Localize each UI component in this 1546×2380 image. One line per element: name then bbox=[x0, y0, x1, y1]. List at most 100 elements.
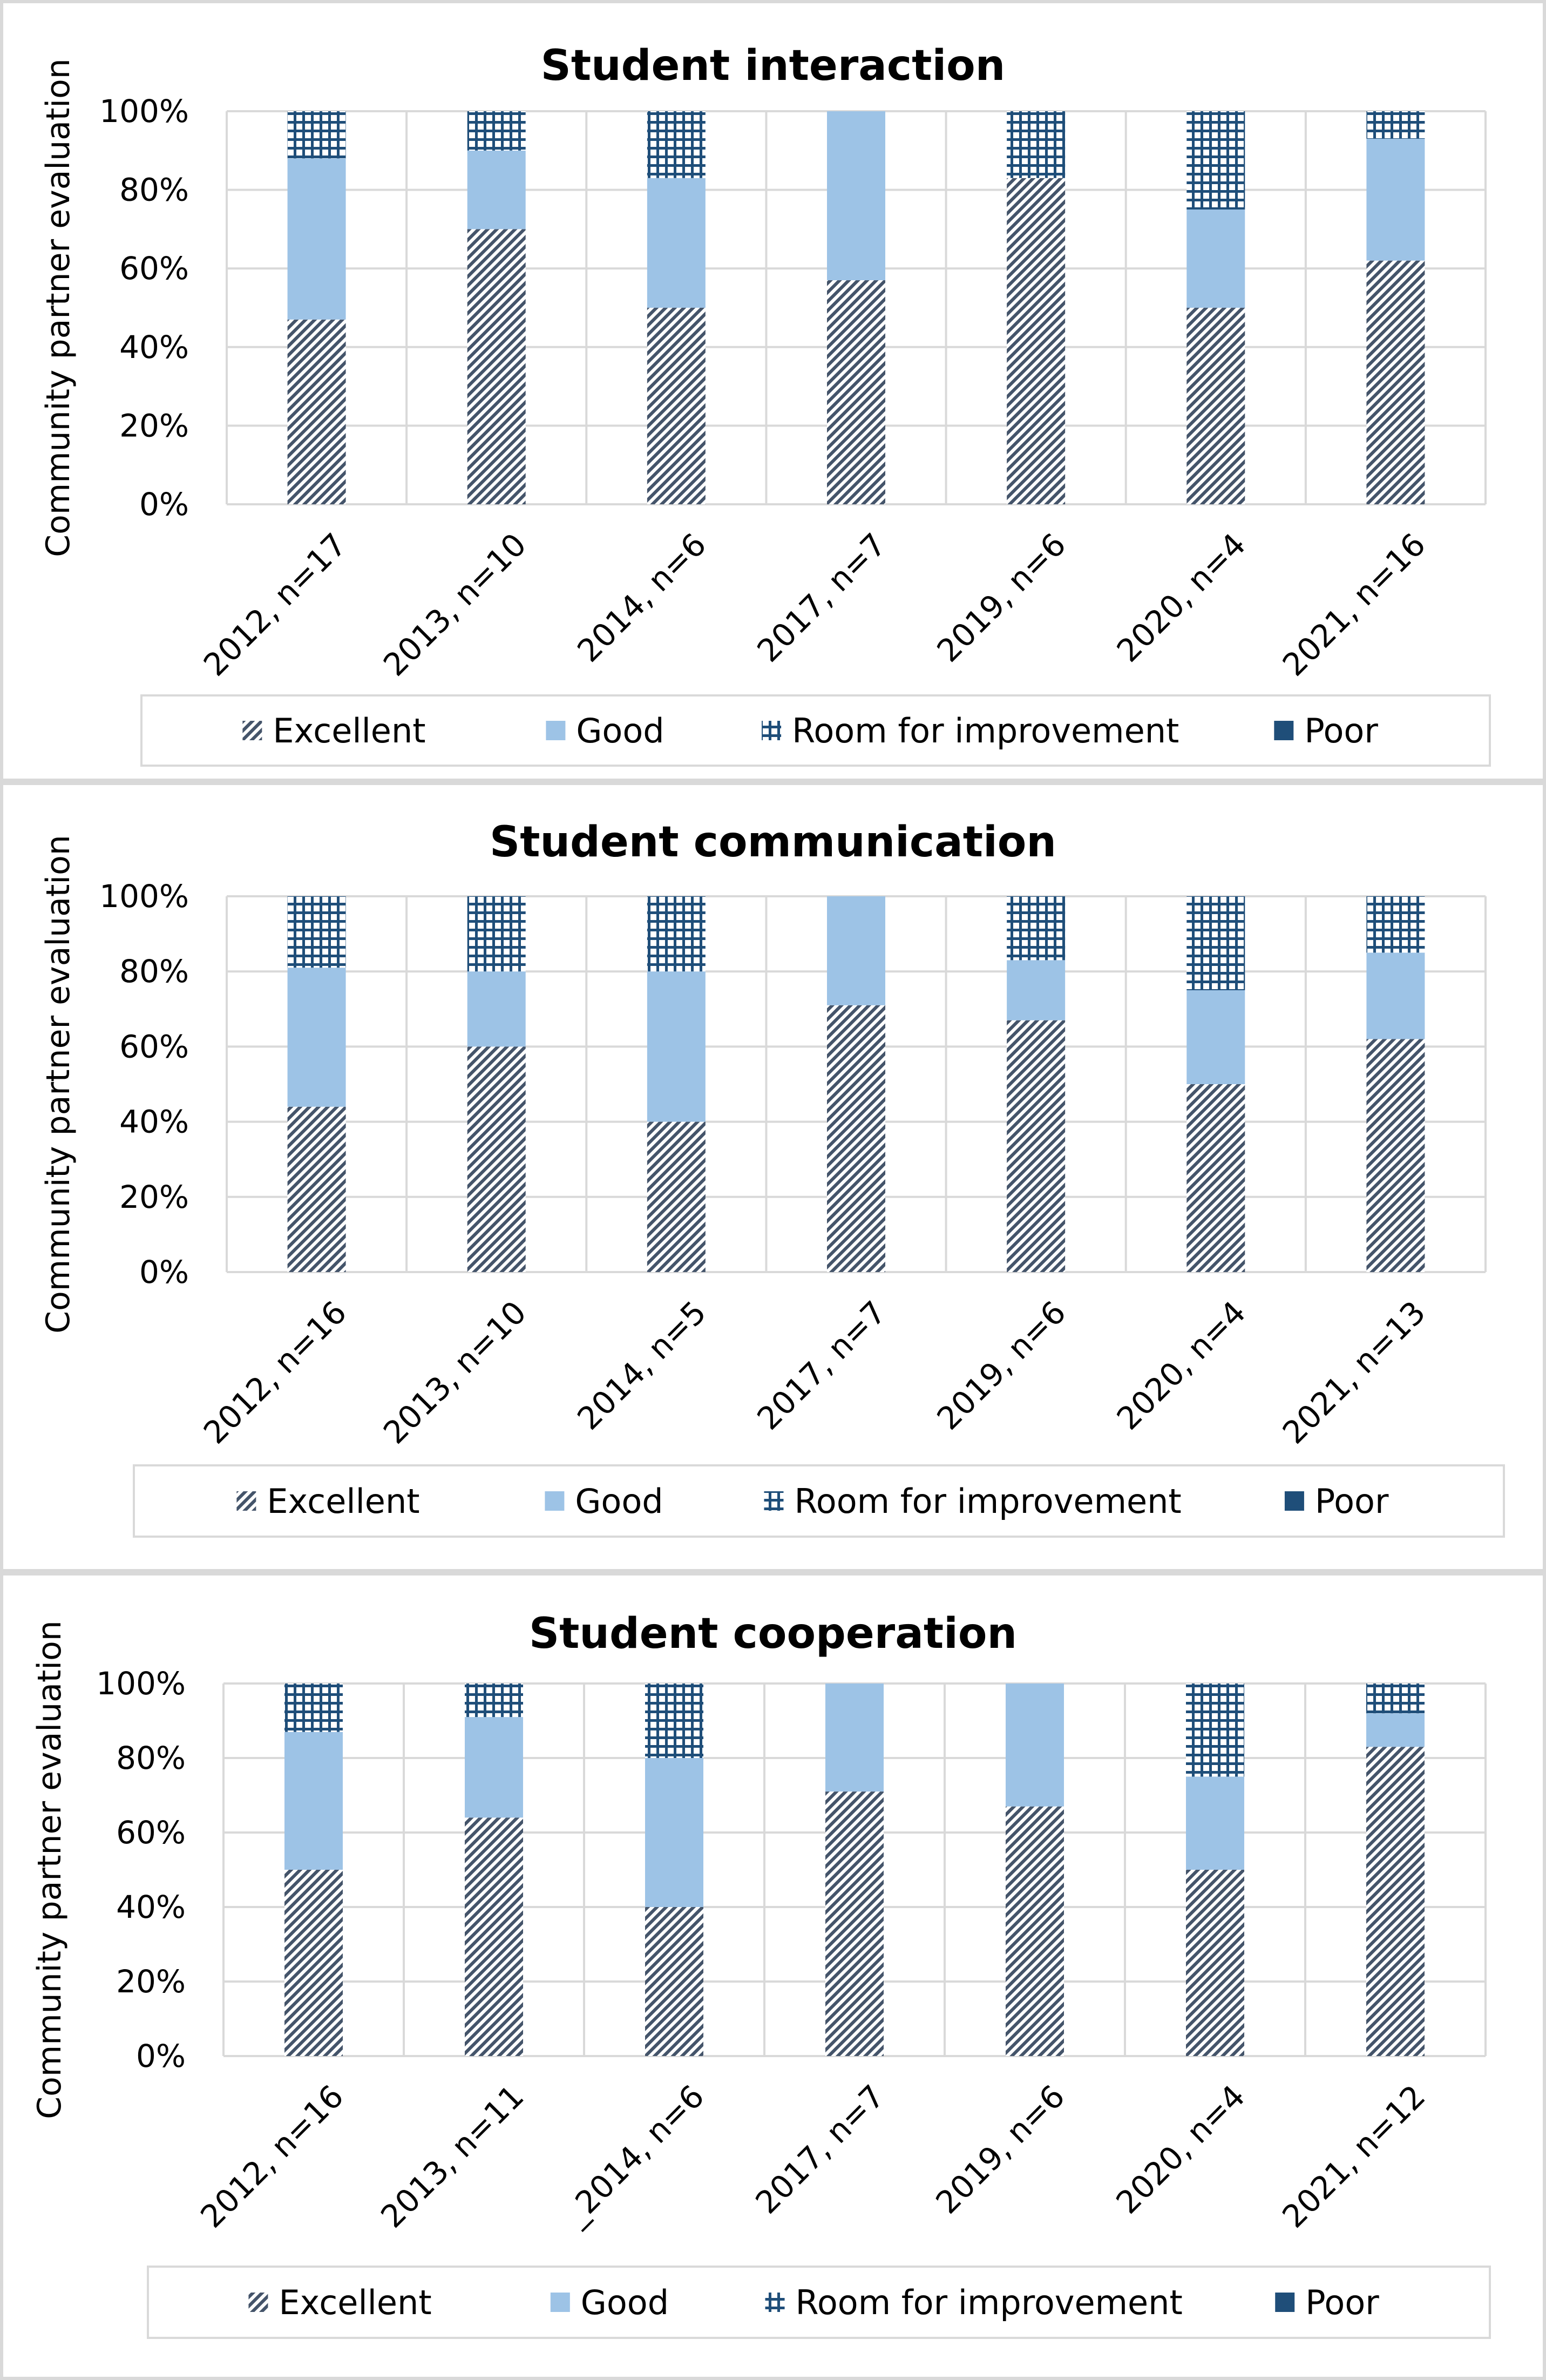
bar-segment-good bbox=[467, 971, 526, 1047]
bar-segment-excellent bbox=[1366, 260, 1425, 504]
bar-segment-excellent bbox=[1006, 1806, 1064, 2056]
bar-segment-room-for-improvement bbox=[1186, 111, 1245, 209]
bar-segment-excellent bbox=[827, 280, 885, 504]
legend-swatch-good bbox=[550, 2293, 570, 2312]
legend-label: Good bbox=[575, 1482, 663, 1521]
y-tick-label: 20% bbox=[119, 407, 189, 444]
x-tick-label: 2012, n=16 bbox=[193, 2078, 350, 2235]
x-tick-label: 2017, n=7 bbox=[750, 1294, 893, 1437]
x-tick-label: 2019, n=6 bbox=[930, 526, 1073, 669]
bar-segment-good bbox=[284, 1732, 343, 1870]
x-tick-label: 2012, n=17 bbox=[196, 526, 354, 683]
bar-segment-good bbox=[1366, 952, 1425, 1039]
x-tick-label: 2013, n=11 bbox=[374, 2078, 531, 2235]
x-tick-label: 2013, n=10 bbox=[376, 1294, 533, 1451]
y-tick-label: 40% bbox=[116, 1889, 186, 1925]
y-axis-label: Community partner evaluation bbox=[31, 1620, 69, 2119]
y-axis-label: Community partner evaluation bbox=[39, 58, 77, 557]
bar-segment-good bbox=[645, 1758, 703, 1907]
bar-segment-excellent bbox=[1366, 1039, 1425, 1272]
bar-segment-good bbox=[465, 1717, 523, 1818]
bar-segment-good bbox=[1186, 1776, 1244, 1870]
legend-swatch-good bbox=[545, 1491, 565, 1511]
bar-segment-good bbox=[467, 150, 526, 229]
bar-segment-room-for-improvement bbox=[1007, 111, 1066, 178]
bar-segment-good bbox=[1186, 209, 1245, 308]
legend-label: Room for improvement bbox=[792, 711, 1179, 750]
bar-segment-room-for-improvement bbox=[467, 111, 526, 151]
bar-segment-good bbox=[647, 971, 706, 1122]
bar-segment-good bbox=[827, 896, 885, 1005]
bar-segment-room-for-improvement bbox=[284, 1683, 343, 1732]
x-tick-label: 2017, n=7 bbox=[750, 526, 893, 669]
bar-segment-excellent bbox=[647, 1121, 706, 1272]
x-tick-label: 2013, n=10 bbox=[376, 526, 533, 683]
bar-segment-excellent bbox=[1186, 1870, 1244, 2056]
legend bbox=[147, 2266, 1491, 2339]
x-tick-label: 2017, n=7 bbox=[748, 2078, 891, 2221]
legend-label: Room for improvement bbox=[794, 1482, 1181, 1521]
legend-label: Excellent bbox=[267, 1482, 419, 1521]
y-tick-label: 100% bbox=[99, 878, 189, 915]
legend-swatch-room-for-improvement bbox=[764, 1491, 784, 1511]
bar-segment-excellent bbox=[1186, 1084, 1245, 1272]
y-tick-label: 40% bbox=[119, 1104, 189, 1140]
legend-swatch-room-for-improvement bbox=[762, 721, 782, 740]
x-tick-label: 2014, n=6 bbox=[570, 526, 713, 669]
legend bbox=[140, 694, 1491, 767]
bar-segment-good bbox=[1007, 960, 1066, 1020]
x-tick-label: 2019, n=6 bbox=[930, 1294, 1073, 1437]
bar-segment-excellent bbox=[827, 1005, 885, 1272]
bar-segment-room-for-improvement bbox=[467, 896, 526, 972]
y-tick-label: 60% bbox=[119, 250, 189, 287]
y-tick-label: 60% bbox=[119, 1028, 189, 1065]
bar-segment-excellent bbox=[1366, 1747, 1425, 2056]
bar-segment-excellent bbox=[467, 1046, 526, 1272]
bar-segment-room-for-improvement bbox=[1186, 896, 1245, 990]
y-tick-label: 20% bbox=[116, 1963, 186, 2000]
bar-segment-room-for-improvement bbox=[1366, 1683, 1425, 1714]
bar-segment-excellent bbox=[287, 319, 346, 504]
y-tick-label: 0% bbox=[136, 2038, 186, 2074]
bar-segment-excellent bbox=[825, 1791, 884, 2056]
x-tick-label: 2012, n=16 bbox=[196, 1294, 354, 1451]
legend-swatch-excellent bbox=[242, 721, 262, 740]
legend-label: Poor bbox=[1304, 711, 1378, 750]
bar-segment-excellent bbox=[647, 308, 706, 504]
bar-segment-room-for-improvement bbox=[465, 1683, 523, 1718]
bar-segment-room-for-improvement bbox=[1366, 111, 1425, 139]
bar-segment-room-for-improvement bbox=[1007, 896, 1066, 961]
y-tick-label: 20% bbox=[119, 1179, 189, 1215]
legend-label: Excellent bbox=[279, 2283, 431, 2322]
x-tick-label: 2021, n=12 bbox=[1275, 2078, 1432, 2235]
x-tick-label: 2020, n=4 bbox=[1109, 2078, 1252, 2221]
panel-border bbox=[0, 782, 1546, 1572]
bar-segment-room-for-improvement bbox=[1186, 1683, 1244, 1777]
chart-title: Student interaction bbox=[541, 42, 1006, 90]
bar-segment-excellent bbox=[284, 1870, 343, 2056]
legend-swatch-poor bbox=[1275, 2293, 1295, 2312]
bar-segment-good bbox=[1006, 1683, 1064, 1807]
bar-segment-excellent bbox=[1007, 178, 1066, 504]
legend-swatch-poor bbox=[1274, 721, 1294, 740]
bar-segment-room-for-improvement bbox=[647, 111, 706, 178]
legend-label: Good bbox=[581, 2283, 669, 2322]
bar-segment-good bbox=[827, 111, 885, 281]
y-tick-label: 100% bbox=[96, 1665, 186, 1702]
chart-panel: Student interaction Community partner eva… bbox=[0, 0, 1546, 782]
bar-segment-excellent bbox=[1007, 1020, 1066, 1272]
bar-segment-excellent bbox=[465, 1817, 523, 2056]
legend-label: Good bbox=[576, 711, 664, 750]
legend-swatch-good bbox=[546, 721, 566, 740]
y-tick-label: 0% bbox=[139, 1254, 189, 1290]
x-tick-label: _2014, n=6 bbox=[557, 2078, 711, 2232]
bar-segment-room-for-improvement bbox=[647, 896, 706, 972]
x-tick-label: 2020, n=4 bbox=[1110, 526, 1253, 669]
chart-panel: Student communication Community partner e… bbox=[0, 782, 1546, 1572]
y-axis-label: Community partner evaluation bbox=[39, 835, 77, 1334]
x-tick-label: 2021, n=13 bbox=[1276, 1294, 1433, 1451]
legend bbox=[133, 1464, 1505, 1538]
bar-segment-good bbox=[825, 1683, 884, 1792]
bar-segment-good bbox=[1366, 138, 1425, 261]
bar-segment-room-for-improvement bbox=[287, 111, 346, 159]
